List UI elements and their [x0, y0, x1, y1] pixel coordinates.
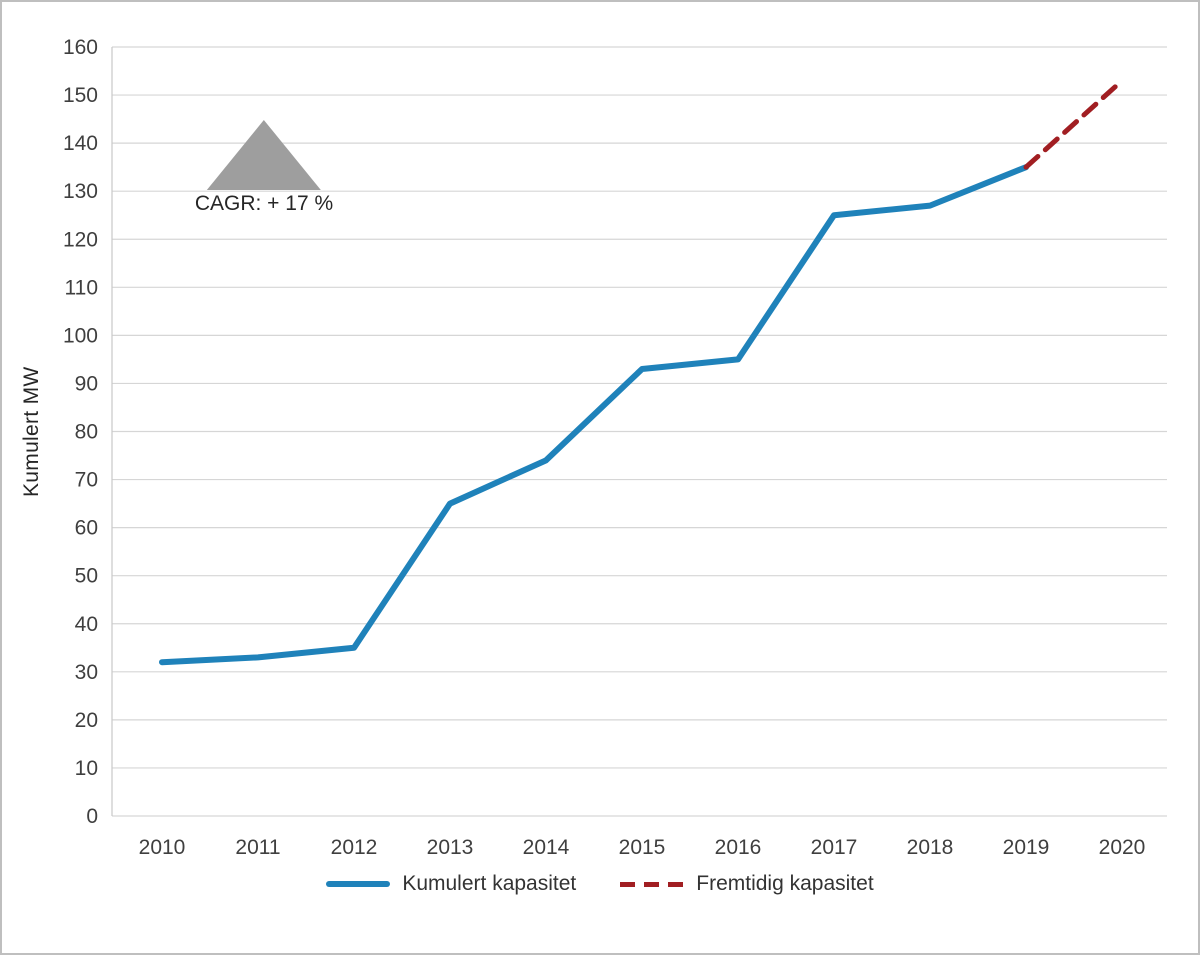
x-tick-label: 2015 — [619, 836, 666, 859]
y-tick-label: 130 — [63, 180, 98, 203]
y-tick-label: 10 — [75, 757, 98, 780]
y-tick-label: 40 — [75, 613, 98, 636]
x-tick-label: 2011 — [235, 836, 280, 859]
x-tick-label: 2016 — [715, 836, 762, 859]
y-tick-label: 20 — [75, 709, 98, 732]
y-tick-label: 150 — [63, 84, 98, 107]
legend-label-fremtidig: Fremtidig kapasitet — [696, 872, 874, 895]
y-tick-label: 100 — [63, 324, 98, 347]
y-axis-title: Kumulert MW — [20, 366, 43, 498]
cagr-annotation: CAGR: + 17 % — [195, 120, 333, 216]
dashed-line-swatch — [620, 881, 685, 887]
legend: Kumulert kapasitet Fremtidig kapasitet — [2, 872, 1198, 896]
y-tick-label: 70 — [75, 469, 98, 492]
x-tick-label: 2012 — [331, 836, 378, 859]
y-tick-label: 0 — [86, 805, 98, 828]
series-line-1 — [1023, 78, 1125, 170]
x-tick-label: 2020 — [1099, 836, 1146, 859]
y-tick-label: 110 — [65, 276, 98, 299]
legend-item-fremtidig: Fremtidig kapasitet — [620, 872, 874, 896]
growth-triangle-icon — [207, 120, 321, 190]
cagr-label: CAGR: + 17 % — [194, 192, 334, 215]
x-tick-label: 2014 — [523, 836, 570, 859]
series-line-0 — [159, 164, 1029, 666]
x-tick-label: 2017 — [811, 836, 858, 859]
x-tick-label: 2010 — [139, 836, 186, 859]
y-tick-label: 30 — [75, 661, 98, 684]
x-tick-label: 2019 — [1003, 836, 1050, 859]
x-tick-label: 2018 — [907, 836, 954, 859]
legend-label-kumulert: Kumulert kapasitet — [402, 872, 577, 895]
y-tick-label: 50 — [75, 565, 98, 588]
legend-item-kumulert: Kumulert kapasitet — [326, 872, 576, 896]
solid-line-swatch — [326, 881, 391, 887]
y-tick-label: 60 — [75, 517, 98, 540]
y-tick-label: 140 — [63, 132, 98, 155]
x-tick-label: 2013 — [427, 836, 474, 859]
y-tick-label: 80 — [75, 421, 98, 444]
y-tick-label: 90 — [75, 372, 98, 395]
y-tick-label: 160 — [63, 36, 98, 59]
y-tick-label: 120 — [63, 228, 98, 251]
